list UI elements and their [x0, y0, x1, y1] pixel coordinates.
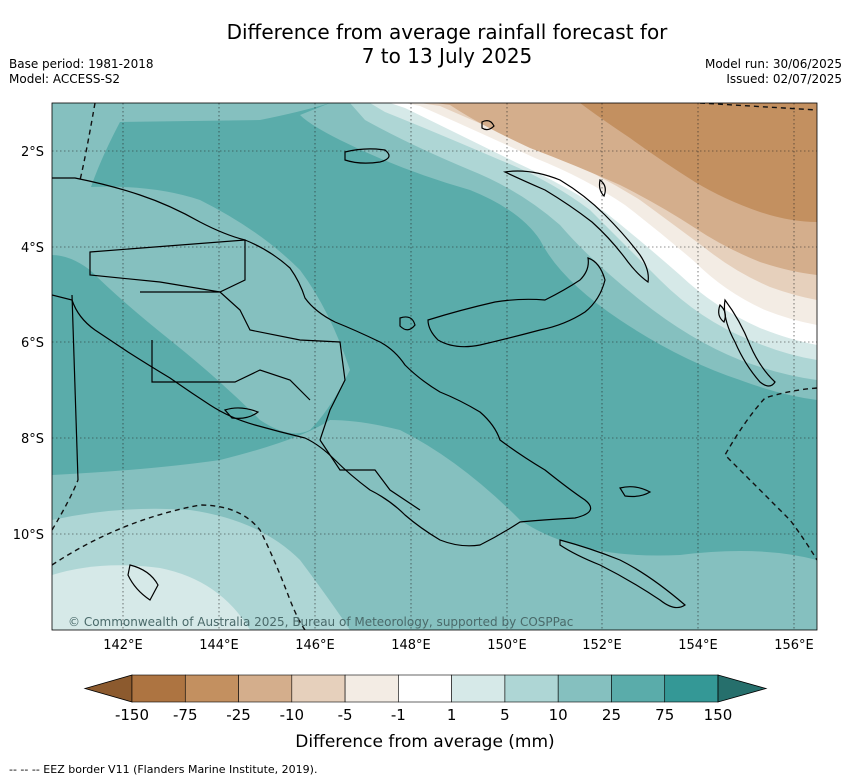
cape-york-coast: [127, 564, 159, 601]
lon-label: 156°E: [774, 638, 814, 653]
colorbar: -150 -75 -25 -10 -5 -1 1 5 10 25 75 150: [83, 674, 768, 724]
eez-border-ne: [699, 103, 817, 111]
lon-label: 148°E: [391, 638, 431, 653]
manus-island-coast: [344, 148, 390, 164]
colorbar-label: Difference from average (mm): [295, 732, 554, 752]
colorbar-segment: [344, 674, 399, 703]
colorbar-segment: [291, 674, 346, 703]
lon-label: 150°E: [487, 638, 527, 653]
graticule: [52, 103, 817, 630]
island-north-1: [481, 120, 495, 131]
colorbar-tick-label: 25: [602, 706, 621, 724]
louisiade-islands-coast: [559, 539, 686, 609]
meta-right: Model run: 30/06/2025 Issued: 02/07/2025: [705, 57, 842, 87]
colorbar-tick-label: -1: [391, 706, 406, 724]
border-line: [71, 294, 79, 481]
colorbar-segment: [611, 674, 666, 703]
eez-legend-text: -- -- -- EEZ border V11 (Flanders Marine…: [9, 763, 318, 776]
eez-border-nw: [79, 103, 96, 181]
lon-label: 154°E: [678, 638, 718, 653]
island-buka: [718, 303, 726, 323]
island-new-britain-west: [399, 316, 416, 331]
colorbar-segment: [451, 674, 506, 703]
map-title: Difference from average rainfall forecas…: [0, 20, 850, 68]
lat-label: 10°S: [13, 528, 44, 543]
lat-labels: 2°S 4°S 6°S 8°S 10°S: [13, 145, 44, 543]
colorbar-tick-label: 150: [704, 706, 733, 724]
lat-label: 8°S: [21, 432, 44, 447]
issued-text: Issued: 02/07/2025: [726, 72, 842, 86]
lat-label: 4°S: [21, 241, 44, 256]
island-trobriand: [619, 486, 652, 498]
eez-borders: [52, 103, 817, 630]
colorbar-segment: [398, 674, 452, 703]
lon-label: 152°E: [582, 638, 622, 653]
eez-border-west: [52, 479, 79, 531]
colorbar-segment: [664, 674, 719, 703]
colorbar-extend-high: [717, 674, 768, 703]
lake-murray-outline: [223, 407, 260, 419]
province-boundary-south: [151, 340, 311, 401]
province-boundary-highlands: [140, 291, 346, 441]
colorbar-tick-label: -75: [173, 706, 198, 724]
lon-label: 146°E: [295, 638, 335, 653]
colorbar-extend-low: [83, 674, 133, 703]
eez-border-south: [52, 504, 306, 630]
colorbar-segment: [238, 674, 293, 703]
bougainville-coast: [723, 298, 776, 387]
colorbar-tick-label: -10: [280, 706, 305, 724]
lon-labels: 142°E 144°E 146°E 148°E 150°E 152°E 154°…: [103, 638, 814, 653]
lon-label: 144°E: [199, 638, 239, 653]
coastlines: [52, 120, 776, 609]
colorbar-segment: [184, 674, 239, 703]
colorbar-segment: [557, 674, 612, 703]
band-minus-75-25: [580, 103, 817, 222]
colorbar-tick-label: 10: [549, 706, 568, 724]
model-run-text: Model run: 30/06/2025: [704, 57, 842, 71]
title-line-2: 7 to 13 July 2025: [361, 44, 533, 68]
map-frame: [51, 102, 818, 631]
colorbar-segment: [131, 674, 186, 703]
colorbar-tick-label: -150: [115, 706, 149, 724]
colorbar-tick-label: -25: [226, 706, 251, 724]
colorbar-tick-label: 75: [655, 706, 674, 724]
lat-label: 2°S: [21, 145, 44, 160]
colorbar-segment: [504, 674, 559, 703]
new-ireland-coast: [502, 170, 649, 284]
province-boundary-central: [319, 439, 421, 511]
title-line-1: Difference from average rainfall forecas…: [226, 20, 668, 44]
meta-left: Base period: 1981-2018 Model: ACCESS-S2: [9, 57, 154, 87]
new-britain-coast: [427, 257, 606, 348]
band-10-25-west: [52, 186, 350, 434]
base-period-text: Base period: 1981-2018: [9, 57, 154, 71]
eez-border-east: [724, 387, 817, 561]
colorbar-tick-label: 5: [500, 706, 510, 724]
copyright-text: © Commonwealth of Australia 2025, Bureau…: [68, 615, 573, 629]
colorbar-tick-label: 1: [447, 706, 457, 724]
model-text: Model: ACCESS-S2: [9, 72, 121, 86]
map-panel: [52, 103, 817, 630]
lat-label: 6°S: [21, 336, 44, 351]
colorbar-tick-label: -5: [338, 706, 353, 724]
lon-label: 142°E: [103, 638, 143, 653]
island-north-2: [598, 178, 606, 198]
